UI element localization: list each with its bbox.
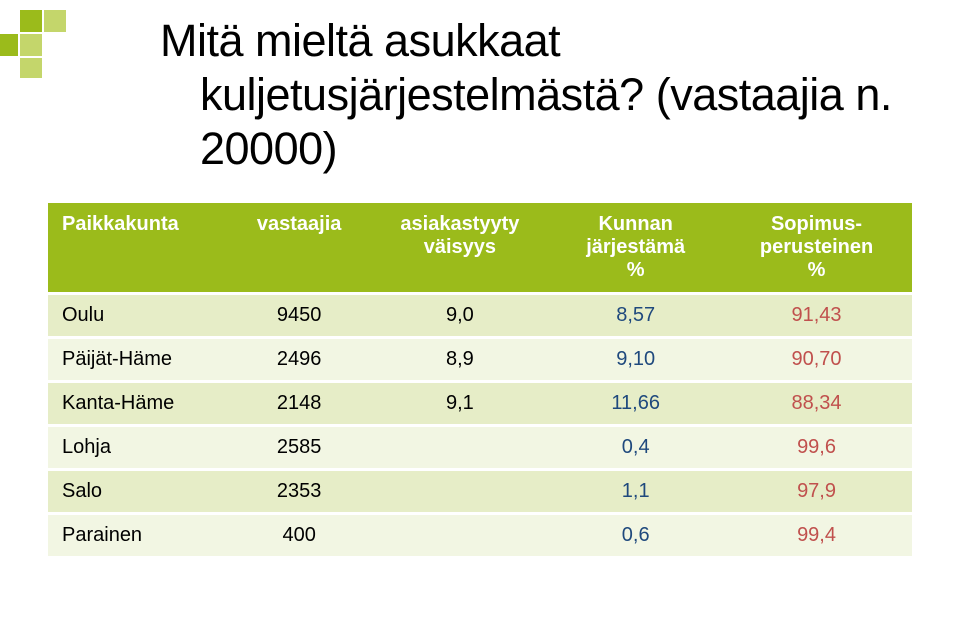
column-header-pk: Paikkakunta	[48, 203, 229, 292]
header-line: Kunnan	[598, 213, 672, 235]
header-line: asiakastyyty	[400, 213, 519, 235]
column-header-kun: Kunnanjärjestämä%	[550, 203, 721, 292]
cell-vast: 2585	[229, 427, 370, 468]
cell-vast: 2496	[229, 339, 370, 380]
cell-kun: 11,66	[550, 383, 721, 424]
header-line: vastaajia	[257, 213, 342, 235]
cell-vast: 2353	[229, 471, 370, 512]
cell-sop: 90,70	[721, 339, 912, 380]
title-text-2: kuljetusjärjestelmästä?	[200, 69, 644, 120]
title-text-1: Mitä mieltä asukkaat	[160, 15, 560, 66]
table-row: Päijät-Häme24968,99,1090,70	[48, 339, 912, 380]
header-line: järjestämä	[586, 236, 685, 258]
cell-sop: 99,4	[721, 515, 912, 556]
cell-pk: Oulu	[48, 295, 229, 336]
header-line: %	[808, 259, 826, 281]
table-row: Salo2353 1,197,9	[48, 471, 912, 512]
cell-sop: 99,6	[721, 427, 912, 468]
cell-tyyty: 9,0	[369, 295, 550, 336]
table-row: Parainen400 0,699,4	[48, 515, 912, 556]
header-line: Paikkakunta	[62, 213, 179, 235]
cell-pk: Kanta-Häme	[48, 383, 229, 424]
cell-tyyty: 9,1	[369, 383, 550, 424]
table-row: Oulu94509,08,5791,43	[48, 295, 912, 336]
header-line: Sopimus-	[771, 213, 862, 235]
column-header-tyyty: asiakastyytyväisyys	[369, 203, 550, 292]
cell-tyyty	[369, 515, 550, 556]
cell-kun: 1,1	[550, 471, 721, 512]
cell-kun: 0,4	[550, 427, 721, 468]
logo-icon	[0, 8, 82, 83]
cell-sop: 91,43	[721, 295, 912, 336]
table-row: Lohja2585 0,499,6	[48, 427, 912, 468]
column-header-vast: vastaajia	[229, 203, 370, 292]
cell-kun: 9,10	[550, 339, 721, 380]
header-line: väisyys	[424, 236, 496, 258]
cell-sop: 88,34	[721, 383, 912, 424]
cell-pk: Päijät-Häme	[48, 339, 229, 380]
cell-sop: 97,9	[721, 471, 912, 512]
cell-tyyty	[369, 471, 550, 512]
page-title: Mitä mieltä asukkaat kuljetusjärjestelmä…	[130, 14, 910, 176]
column-header-sop: Sopimus-perusteinen%	[721, 203, 912, 292]
cell-pk: Parainen	[48, 515, 229, 556]
header-line: %	[627, 259, 645, 281]
table-row: Kanta-Häme21489,111,6688,34	[48, 383, 912, 424]
cell-tyyty	[369, 427, 550, 468]
cell-kun: 0,6	[550, 515, 721, 556]
cell-vast: 9450	[229, 295, 370, 336]
cell-vast: 400	[229, 515, 370, 556]
results-table: PaikkakuntavastaajiaasiakastyytyväisyysK…	[48, 200, 912, 559]
header-line: perusteinen	[760, 236, 873, 258]
cell-tyyty: 8,9	[369, 339, 550, 380]
cell-kun: 8,57	[550, 295, 721, 336]
cell-pk: Salo	[48, 471, 229, 512]
cell-pk: Lohja	[48, 427, 229, 468]
cell-vast: 2148	[229, 383, 370, 424]
